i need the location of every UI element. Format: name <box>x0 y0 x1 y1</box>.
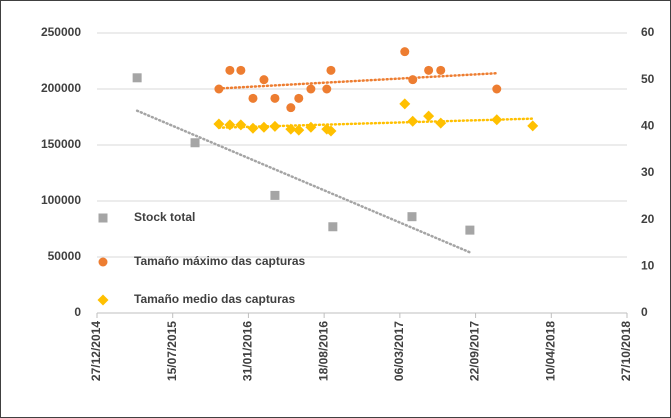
legend-label: Tamaño medio das capturas <box>134 292 295 306</box>
legend-marker <box>98 213 108 223</box>
point <box>285 123 297 135</box>
y-tick-label: 0 <box>74 305 81 319</box>
point <box>247 122 259 134</box>
point <box>294 93 304 103</box>
x-tick-label: 31/01/2016 <box>241 321 255 381</box>
point <box>306 84 316 94</box>
point <box>225 65 235 75</box>
point <box>399 98 411 110</box>
x-tick-label: 27/12/2014 <box>89 321 103 381</box>
point <box>235 119 247 131</box>
point <box>236 65 246 75</box>
point <box>423 110 435 122</box>
point <box>305 121 317 133</box>
point <box>224 119 236 131</box>
legend-marker <box>98 257 108 267</box>
x-tick-label: 22/09/2017 <box>468 321 482 381</box>
point <box>407 115 419 127</box>
y2-tick-label: 60 <box>641 25 655 39</box>
point <box>132 73 142 83</box>
point <box>293 124 305 136</box>
point <box>258 121 270 133</box>
point <box>465 225 475 235</box>
y2-tick-label: 40 <box>641 119 655 133</box>
y2-tick-label: 10 <box>641 259 655 273</box>
y2-tick-label: 0 <box>641 305 648 319</box>
point <box>435 117 447 129</box>
x-tick-label: 18/08/2016 <box>316 321 330 381</box>
x-tick-label: 15/07/2015 <box>165 321 179 381</box>
x-tick-label: 06/03/2017 <box>392 321 406 381</box>
point <box>436 65 446 75</box>
y-tick-label: 150000 <box>41 137 81 151</box>
point <box>527 120 539 132</box>
point <box>326 65 336 75</box>
trendline <box>217 71 499 90</box>
point <box>407 212 417 222</box>
y2-tick-label: 50 <box>641 72 655 86</box>
point <box>259 75 269 85</box>
y2-tick-label: 30 <box>641 165 655 179</box>
point <box>286 103 296 113</box>
point <box>400 47 410 57</box>
y-tick-label: 100000 <box>41 193 81 207</box>
point <box>325 125 337 137</box>
point <box>269 120 281 132</box>
point <box>424 65 434 75</box>
y2-tick-label: 20 <box>641 212 655 226</box>
legend-label: Stock total <box>134 210 195 224</box>
point <box>491 114 503 126</box>
point <box>270 190 280 200</box>
point <box>190 138 200 148</box>
trendline <box>135 109 472 254</box>
point <box>248 93 258 103</box>
legend-label: Tamaño máximo das capturas <box>134 254 305 268</box>
y-tick-label: 50000 <box>48 249 82 263</box>
y-tick-label: 250000 <box>41 25 81 39</box>
point <box>270 93 280 103</box>
x-tick-label: 27/10/2018 <box>619 321 633 381</box>
legend-marker <box>97 294 109 306</box>
point <box>213 118 225 130</box>
point <box>214 84 224 94</box>
y-tick-label: 200000 <box>41 81 81 95</box>
x-tick-label: 10/04/2018 <box>543 321 557 381</box>
point <box>492 84 502 94</box>
point <box>408 75 418 85</box>
point <box>328 222 338 232</box>
point <box>322 84 332 94</box>
